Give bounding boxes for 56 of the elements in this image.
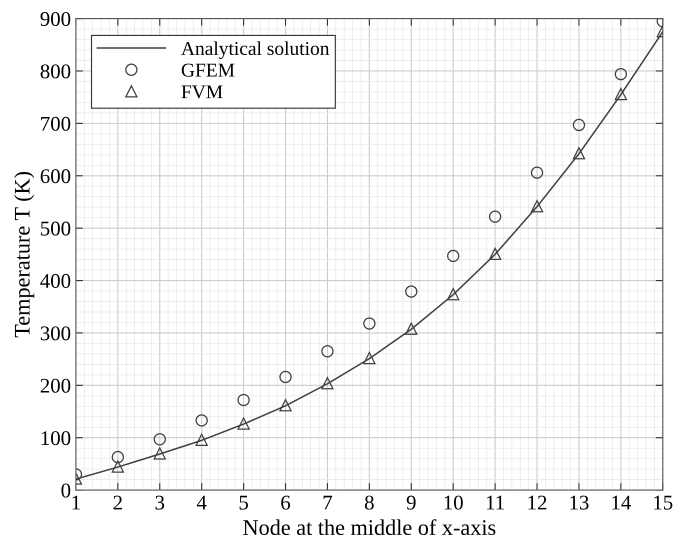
legend-label: Analytical solution xyxy=(181,41,330,60)
x-tick-label: 7 xyxy=(324,496,332,510)
point xyxy=(196,414,208,427)
y-tick-label: 700 xyxy=(41,116,70,131)
point xyxy=(237,394,250,406)
y-tick-label: 200 xyxy=(40,378,70,393)
point xyxy=(279,370,292,384)
x-tick-label: 4 xyxy=(196,496,207,510)
y-tick-label: 600 xyxy=(40,169,70,184)
point xyxy=(196,434,208,446)
point xyxy=(112,450,124,464)
x-tick-label: 8 xyxy=(364,496,374,510)
y-tick-label: 500 xyxy=(41,222,70,236)
y-tick-label: 300 xyxy=(40,326,70,340)
point xyxy=(363,317,376,330)
point xyxy=(279,399,292,412)
x-axis-title: Node at the middle of x-axis xyxy=(243,519,496,536)
point xyxy=(405,285,418,298)
x-tick-label: 1 xyxy=(72,496,80,510)
point xyxy=(112,460,124,473)
x-tick-label: 5 xyxy=(240,496,248,510)
y-axis-title: Temperature T (K) xyxy=(14,172,34,338)
y-tick-label: 800 xyxy=(40,64,70,78)
x-tick-label: 12 xyxy=(528,496,546,510)
point xyxy=(572,118,586,132)
x-tick-label: 10 xyxy=(444,496,463,510)
point xyxy=(237,417,250,430)
point xyxy=(530,200,544,212)
y-tick-label: 400 xyxy=(40,274,70,288)
y-tick-label: 0 xyxy=(61,483,70,498)
point xyxy=(572,147,586,160)
x-tick-label: 11 xyxy=(486,496,504,510)
x-tick-label: 14 xyxy=(612,496,631,510)
point xyxy=(405,322,418,335)
y-tick-label: 900 xyxy=(40,12,70,26)
x-tick-label: 13 xyxy=(570,496,589,510)
x-tick-label: 9 xyxy=(406,496,416,510)
point xyxy=(488,210,502,223)
point xyxy=(321,345,334,358)
y-tick-label: 100 xyxy=(42,431,70,446)
point xyxy=(614,88,628,100)
legend-label: GFEM xyxy=(182,64,234,77)
point xyxy=(488,248,502,260)
point xyxy=(154,433,166,446)
x-tick-label: 2 xyxy=(114,496,122,510)
legend-label: FVM xyxy=(182,85,223,98)
x-tick-label: 6 xyxy=(281,496,290,510)
point xyxy=(614,68,628,80)
point xyxy=(447,250,460,262)
point xyxy=(363,352,376,364)
point xyxy=(321,377,334,390)
x-tick-label: 3 xyxy=(156,496,164,510)
point xyxy=(530,166,544,179)
x-tick-label: 15 xyxy=(654,496,672,510)
point xyxy=(447,288,460,300)
point xyxy=(154,447,166,460)
